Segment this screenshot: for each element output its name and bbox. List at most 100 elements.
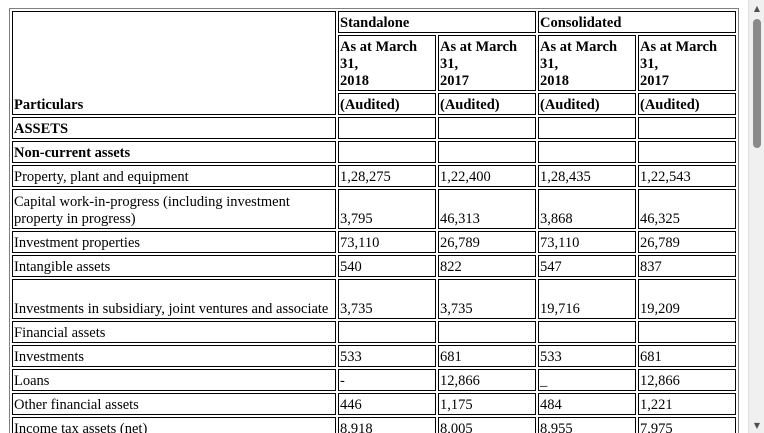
period-header: As at March 31, 2018 [538,35,636,91]
row-value: 681 [438,345,536,367]
row-value: 446 [338,393,436,415]
row-value [538,117,636,139]
table-row: Investments 533 681 533 681 [12,345,736,367]
row-value: 822 [438,255,536,277]
particulars-header: Particulars [12,11,336,115]
header-row-audit: (Audited) (Audited) (Audited) (Audited) [12,93,736,115]
audit-label: (Audited) [538,93,636,115]
scroll-up-icon[interactable]: ▲ [753,3,761,13]
period-header: As at March 31, 2017 [438,35,536,91]
header-row-groups: Particulars Standalone Consolidated [12,11,736,115]
row-value: 1,28,435 [538,165,636,187]
row-value: 26,789 [638,231,736,253]
row-value [538,321,636,343]
row-value: 46,325 [638,189,736,229]
row-label: Financial assets [12,321,336,343]
row-label: Loans [12,369,336,391]
row-value [338,141,436,163]
group-header-standalone: Standalone [338,11,536,33]
row-value: 19,716 [538,279,636,319]
row-label: Income tax assets (net) [12,417,336,433]
row-value: 3,868 [538,189,636,229]
row-label: Non-current assets [12,141,336,163]
period-line: 31, [440,56,459,72]
row-value: 1,175 [438,393,536,415]
period-line: As at March [340,39,418,55]
row-value [338,321,436,343]
row-value: 73,110 [538,231,636,253]
row-value: 19,209 [638,279,736,319]
row-value: 533 [538,345,636,367]
row-value: 1,22,543 [638,165,736,187]
period-line: As at March [440,39,518,55]
row-label: Investment properties [12,231,336,253]
period-line: 31, [340,56,359,72]
period-line: 2018 [540,73,569,89]
row-value: 26,789 [438,231,536,253]
table-row: Non-current assets [12,141,736,163]
row-value: 533 [338,345,436,367]
row-value: 73,110 [338,231,436,253]
row-label: Capital work-in-progress (including inve… [12,189,336,229]
table-row: Capital work-in-progress (including inve… [12,189,736,229]
row-value [638,321,736,343]
audit-label: (Audited) [638,93,736,115]
table-row: Loans - 12,866 _ 12,866 [12,369,736,391]
row-value [438,117,536,139]
audit-label: (Audited) [338,93,436,115]
period-line: 2017 [440,73,469,89]
row-value: 484 [538,393,636,415]
row-value: 547 [538,255,636,277]
period-header: As at March 31, 2017 [638,35,736,91]
row-value: 681 [638,345,736,367]
row-value: 3,795 [338,189,436,229]
row-value: 1,28,275 [338,165,436,187]
table-row: Property, plant and equipment 1,28,275 1… [12,165,736,187]
table-row: Financial assets [12,321,736,343]
row-label: Other financial assets [12,393,336,415]
row-value: 1,22,400 [438,165,536,187]
row-label: ASSETS [12,117,336,139]
row-value [538,141,636,163]
row-value [438,141,536,163]
period-header: As at March 31, 2018 [338,35,436,91]
row-label: Property, plant and equipment [12,165,336,187]
row-value: 8,005 [438,417,536,433]
table-row: Intangible assets 540 822 547 837 [12,255,736,277]
row-value: 46,313 [438,189,536,229]
row-value: 3,735 [338,279,436,319]
group-header-consolidated: Consolidated [538,11,736,33]
vertical-scrollbar[interactable]: ▲ ▼ [748,0,764,433]
period-line: As at March [540,39,618,55]
financial-table: Particulars Standalone Consolidated As a… [9,8,739,433]
row-value: 12,866 [638,369,736,391]
table-row: Investments in subsidiary, joint venture… [12,279,736,319]
document-viewport: Particulars Standalone Consolidated As a… [9,8,739,433]
scrollbar-thumb[interactable] [753,19,761,148]
period-line: 2017 [640,73,669,89]
row-value: 540 [338,255,436,277]
row-label: Intangible assets [12,255,336,277]
header-row-periods: As at March 31, 2018 As at March 31, 201… [12,35,736,91]
row-value: 3,735 [438,279,536,319]
period-line: As at March [640,39,718,55]
row-label: Investments in subsidiary, joint venture… [12,279,336,319]
row-value [638,117,736,139]
scroll-down-icon[interactable]: ▼ [753,420,761,430]
row-value: 7,975 [638,417,736,433]
row-value: 1,221 [638,393,736,415]
row-value: 12,866 [438,369,536,391]
audit-label: (Audited) [438,93,536,115]
row-value [438,321,536,343]
table-row: Other financial assets 446 1,175 484 1,2… [12,393,736,415]
row-value [338,117,436,139]
row-value [638,141,736,163]
table-row: Income tax assets (net) 8,918 8,005 8,95… [12,417,736,433]
period-line: 31, [640,56,659,72]
row-value: 837 [638,255,736,277]
period-line: 2018 [340,73,369,89]
table-row: ASSETS [12,117,736,139]
period-line: 31, [540,56,559,72]
row-value: 8,918 [338,417,436,433]
row-label: Investments [12,345,336,367]
